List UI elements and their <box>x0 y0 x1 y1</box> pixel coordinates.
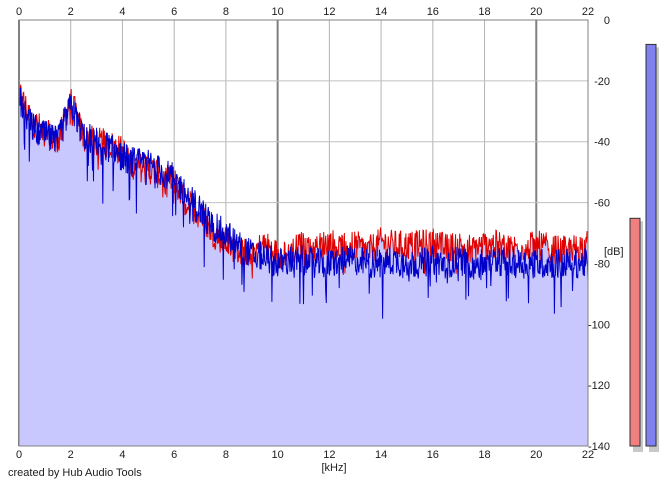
x-axis-label: [kHz] <box>321 462 346 474</box>
y-tick-label: -120 <box>588 380 610 392</box>
right-axis-tick-labels: 0 -20 -40 -60 -80 -100 -120 -140 <box>588 15 610 453</box>
x-tick-label-bottom: 8 <box>223 449 229 461</box>
level-meters <box>629 43 659 453</box>
y-tick-label: -80 <box>594 258 610 270</box>
x-tick-label-bottom: 0 <box>16 449 22 461</box>
y-tick-label: -140 <box>588 441 610 453</box>
x-tick-label-bottom: 12 <box>323 449 335 461</box>
x-tick-label-top: 6 <box>171 6 177 18</box>
x-tick-label-top: 2 <box>68 6 74 18</box>
y-tick-label: -60 <box>594 198 610 210</box>
credit-text: created by Hub Audio Tools <box>8 467 142 479</box>
y-tick-label: 0 <box>604 15 610 27</box>
x-tick-label-bottom: 20 <box>530 449 542 461</box>
top-axis-tick-labels: 0 2 4 6 8 10 12 14 16 18 20 22 <box>16 6 594 18</box>
x-tick-label-bottom: 4 <box>119 449 125 461</box>
x-tick-label-bottom: 2 <box>68 449 74 461</box>
x-tick-label-top: 22 <box>582 6 594 18</box>
y-tick-label: -40 <box>594 137 610 149</box>
plot-frame <box>18 19 589 447</box>
x-tick-label-top: 0 <box>16 6 22 18</box>
x-tick-label-bottom: 6 <box>171 449 177 461</box>
x-tick-label-top: 14 <box>375 6 387 18</box>
series-line-red <box>18 84 589 279</box>
x-tick-label-top: 10 <box>272 6 284 18</box>
x-tick-label-bottom: 10 <box>272 449 284 461</box>
x-tick-label-top: 12 <box>323 6 335 18</box>
x-tick-label-bottom: 14 <box>375 449 387 461</box>
x-tick-label-bottom: 18 <box>478 449 490 461</box>
plot-area <box>18 19 589 447</box>
x-tick-label-bottom: 16 <box>427 449 439 461</box>
x-tick-label-top: 18 <box>478 6 490 18</box>
y-axis-label: [dB] <box>604 246 624 258</box>
series-line-blue <box>18 87 589 319</box>
y-tick-label: -20 <box>594 76 610 88</box>
level-meter-left <box>629 217 641 447</box>
x-tick-label-top: 20 <box>530 6 542 18</box>
x-tick-label-top: 8 <box>223 6 229 18</box>
y-tick-label: -100 <box>588 319 610 331</box>
x-tick-label-top: 16 <box>427 6 439 18</box>
x-tick-label-top: 4 <box>119 6 125 18</box>
level-meter-right <box>645 43 657 447</box>
bottom-axis-tick-labels: 0 2 4 6 8 10 12 14 16 18 20 22 <box>16 449 594 461</box>
x-tick-label-bottom: 22 <box>582 449 594 461</box>
